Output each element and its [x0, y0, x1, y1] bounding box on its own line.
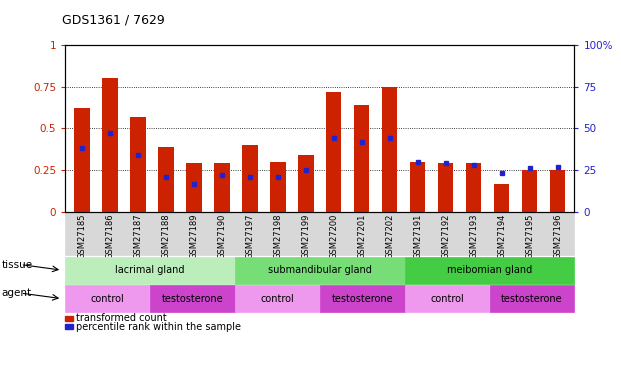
Text: tissue: tissue	[2, 260, 33, 270]
Text: testosterone: testosterone	[332, 294, 393, 304]
Text: percentile rank within the sample: percentile rank within the sample	[76, 322, 241, 332]
Bar	[75, 108, 89, 212]
Text: GDS1361 / 7629: GDS1361 / 7629	[62, 13, 165, 26]
Bar	[298, 155, 314, 212]
Bar	[438, 164, 453, 212]
Bar	[270, 162, 286, 212]
Text: agent: agent	[2, 288, 32, 298]
Text: meibomian gland: meibomian gland	[447, 265, 532, 275]
Text: testosterone: testosterone	[501, 294, 563, 304]
Bar	[186, 164, 202, 212]
Bar	[326, 92, 342, 212]
Text: lacrimal gland: lacrimal gland	[116, 265, 185, 275]
Text: transformed count: transformed count	[76, 314, 166, 323]
Bar	[354, 105, 369, 212]
Text: control: control	[260, 294, 294, 304]
Bar	[410, 162, 425, 212]
Bar	[242, 145, 258, 212]
Text: testosterone: testosterone	[161, 294, 224, 304]
Bar	[158, 147, 174, 212]
Bar	[466, 164, 481, 212]
Text: submandibular gland: submandibular gland	[268, 265, 372, 275]
Bar	[214, 164, 230, 212]
Bar	[550, 170, 565, 212]
Bar	[382, 87, 397, 212]
Text: control: control	[430, 294, 464, 304]
Bar	[102, 78, 117, 212]
Bar	[522, 170, 537, 212]
Bar	[130, 117, 146, 212]
Bar	[494, 183, 509, 212]
Text: control: control	[91, 294, 125, 304]
